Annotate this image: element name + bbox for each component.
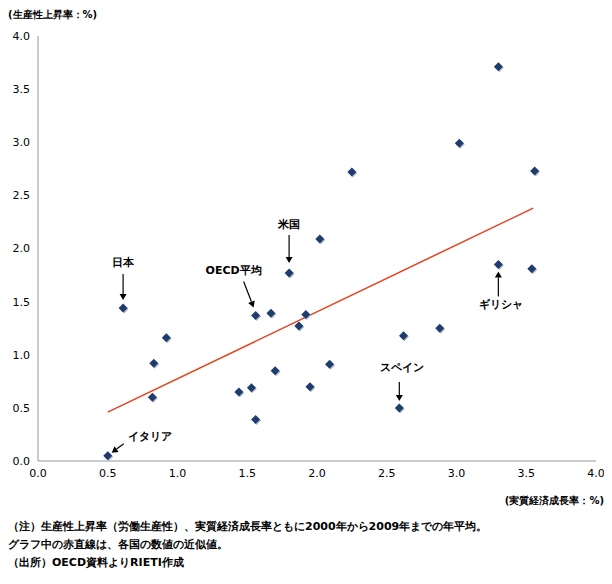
svg-text:1.0: 1.0: [13, 349, 31, 362]
html-text:（出所）OECD資料よりRIETI作成: （出所）OECD資料よりRIETI作成: [8, 556, 184, 569]
svg-text:ギリシャ: ギリシャ: [479, 298, 523, 311]
svg-text:3.0: 3.0: [448, 467, 466, 480]
html-text:（注）生産性上昇率（労働生産性）、実質経済成長率ともに200: （注）生産性上昇率（労働生産性）、実質経済成長率ともに2000年から2009年ま…: [8, 520, 488, 533]
svg-text:3.5: 3.5: [13, 83, 31, 96]
svg-text:3.5: 3.5: [518, 467, 536, 480]
svg-text:3.0: 3.0: [13, 136, 31, 149]
svg-text:0.0: 0.0: [29, 467, 47, 480]
svg-text:4.0: 4.0: [13, 30, 31, 43]
svg-text:0.5: 0.5: [99, 467, 117, 480]
svg-text:米国: 米国: [277, 218, 300, 231]
svg-text:2.5: 2.5: [378, 467, 396, 480]
svg-text:スペイン: スペイン: [380, 361, 424, 374]
html-text:グラフ中の赤直線は、各国の数値の近似値。: グラフ中の赤直線は、各国の数値の近似値。: [8, 538, 228, 551]
svg-text:2.5: 2.5: [13, 189, 31, 202]
svg-text:1.0: 1.0: [169, 467, 187, 480]
html-text:(生産性上昇率：%): (生産性上昇率：%): [8, 9, 98, 20]
svg-text:1.5: 1.5: [239, 467, 257, 480]
svg-text:0.0: 0.0: [13, 455, 31, 468]
svg-text:1.5: 1.5: [13, 296, 31, 309]
svg-text:OECD平均: OECD平均: [206, 264, 262, 277]
svg-text:4.0: 4.0: [587, 467, 604, 480]
svg-text:2.0: 2.0: [308, 467, 326, 480]
svg-text:0.5: 0.5: [13, 402, 31, 415]
svg-text:2.0: 2.0: [13, 242, 31, 255]
svg-text:イタリア: イタリア: [128, 430, 172, 443]
html-text:(実質経済成長率：%): (実質経済成長率：%): [504, 495, 604, 506]
svg-text:日本: 日本: [112, 256, 135, 269]
